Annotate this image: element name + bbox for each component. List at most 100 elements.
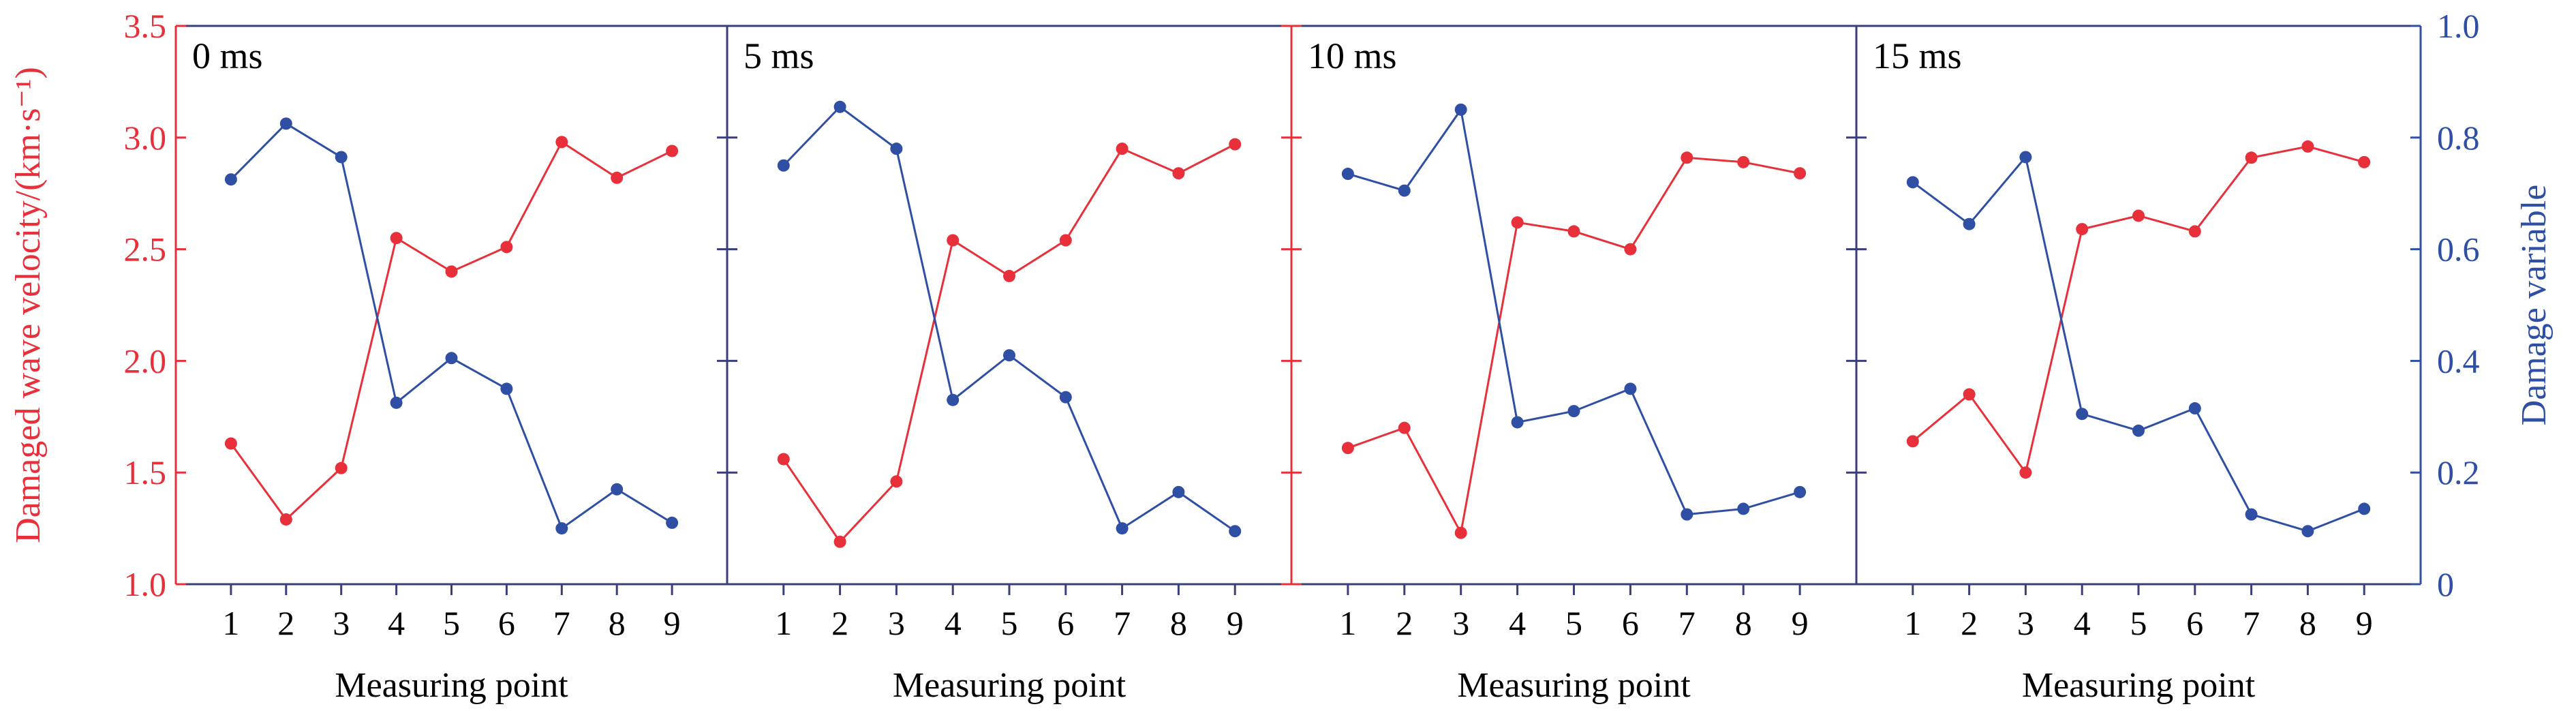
- x-tick-label: 8: [1735, 604, 1752, 642]
- damage-point: [1116, 522, 1129, 535]
- damage-point: [1172, 485, 1185, 498]
- velocity-point: [1567, 225, 1580, 238]
- velocity-line: [1912, 145, 2365, 475]
- damage-point: [445, 352, 458, 365]
- x-tick-label: 4: [2074, 604, 2091, 642]
- x-axis-label: Measuring point: [2022, 666, 2256, 705]
- velocity-point: [555, 136, 568, 149]
- velocity-point: [1341, 442, 1354, 455]
- damage-point: [224, 173, 237, 186]
- x-tick-label: 9: [2356, 604, 2373, 642]
- velocity-point: [1059, 234, 1072, 247]
- velocity-point: [833, 535, 846, 548]
- x-tick-label: 7: [1114, 604, 1131, 642]
- x-tick-label: 1: [775, 604, 792, 642]
- velocity-point: [1681, 151, 1693, 164]
- damage-point: [1624, 382, 1637, 395]
- x-tick-label: 1: [222, 604, 239, 642]
- damage-point: [1567, 405, 1580, 418]
- x-tick-label: 4: [1509, 604, 1526, 642]
- x-axis-label: Measuring point: [1457, 666, 1691, 705]
- damage-point: [1454, 103, 1467, 116]
- x-tick-label: 5: [443, 604, 460, 642]
- damage-point: [2358, 502, 2371, 515]
- damage-point: [1003, 349, 1015, 362]
- left-y-tick-label: 3.5: [124, 7, 167, 45]
- x-axis-label: Measuring point: [335, 666, 568, 705]
- x-tick-label: 6: [1057, 604, 1074, 642]
- velocity-point: [2076, 223, 2089, 236]
- velocity-point: [500, 241, 513, 254]
- damage-point: [2245, 508, 2258, 521]
- damage-line: [782, 105, 1236, 532]
- damage-point: [611, 483, 624, 496]
- x-tick-label: 5: [1565, 604, 1582, 642]
- velocity-point: [279, 513, 292, 526]
- velocity-point: [2301, 140, 2314, 153]
- velocity-point: [777, 453, 790, 466]
- x-tick-label: 7: [553, 604, 570, 642]
- damage-point: [1398, 184, 1411, 197]
- x-tick-label: 9: [1227, 604, 1244, 642]
- x-axis-label: Measuring point: [893, 666, 1126, 705]
- left-y-tick-label: 1.5: [124, 453, 167, 491]
- right-y-tick-label: 0.4: [2437, 342, 2480, 380]
- right-y-tick-label: 0.2: [2437, 453, 2480, 491]
- velocity-point: [224, 437, 237, 450]
- x-tick-label: 9: [664, 604, 681, 642]
- damage-point: [947, 393, 960, 406]
- x-tick-label: 8: [2299, 604, 2316, 642]
- x-tick-label: 2: [277, 604, 294, 642]
- velocity-point: [1003, 269, 1015, 282]
- velocity-point: [2245, 151, 2258, 164]
- velocity-point: [2188, 225, 2201, 238]
- x-tick-label: 1: [1339, 604, 1356, 642]
- damage-point: [1059, 391, 1072, 404]
- velocity-point: [890, 475, 903, 488]
- velocity-point: [1172, 167, 1185, 180]
- damage-point: [555, 522, 568, 535]
- damage-point: [1737, 502, 1750, 515]
- x-tick-label: 1: [1904, 604, 1921, 642]
- velocity-point: [2358, 155, 2371, 168]
- velocity-point: [445, 265, 458, 278]
- damage-point: [833, 100, 846, 113]
- x-tick-label: 5: [1001, 604, 1018, 642]
- left-y-tick-label: 2.5: [124, 230, 167, 269]
- velocity-point: [1906, 435, 1919, 448]
- x-tick-label: 9: [1792, 604, 1809, 642]
- right-y-tick-label: 0.8: [2437, 119, 2480, 157]
- x-tick-label: 5: [2130, 604, 2147, 642]
- damage-point: [2188, 402, 2201, 415]
- velocity-point: [2019, 466, 2032, 479]
- x-tick-label: 4: [945, 604, 962, 642]
- damage-point: [390, 396, 403, 409]
- velocity-point: [1963, 388, 1976, 401]
- damage-point: [2076, 408, 2089, 421]
- x-tick-label: 3: [1452, 604, 1469, 642]
- velocity-point: [335, 462, 348, 474]
- x-tick-label: 6: [498, 604, 515, 642]
- x-tick-label: 3: [888, 604, 905, 642]
- velocity-point: [1794, 167, 1807, 180]
- damage-point: [890, 142, 903, 155]
- damage-point: [335, 151, 348, 164]
- velocity-line: [1347, 156, 1800, 536]
- x-tick-label: 4: [388, 604, 405, 642]
- velocity-line: [230, 140, 673, 521]
- velocity-point: [947, 234, 960, 247]
- x-tick-label: 2: [831, 604, 848, 642]
- damage-line: [230, 122, 673, 530]
- damage-point: [1906, 176, 1919, 189]
- velocity-point: [1624, 243, 1637, 256]
- right-y-tick-label: 0: [2437, 565, 2454, 603]
- damage-point: [279, 117, 292, 130]
- left-y-axis-label: Damaged wave velocity/(km·s⁻¹): [9, 67, 48, 543]
- x-tick-label: 3: [333, 604, 350, 642]
- velocity-point: [1116, 142, 1129, 155]
- velocity-line: [782, 143, 1236, 544]
- damage-point: [777, 159, 790, 172]
- damage-point: [1341, 168, 1354, 181]
- damage-point: [2019, 151, 2032, 164]
